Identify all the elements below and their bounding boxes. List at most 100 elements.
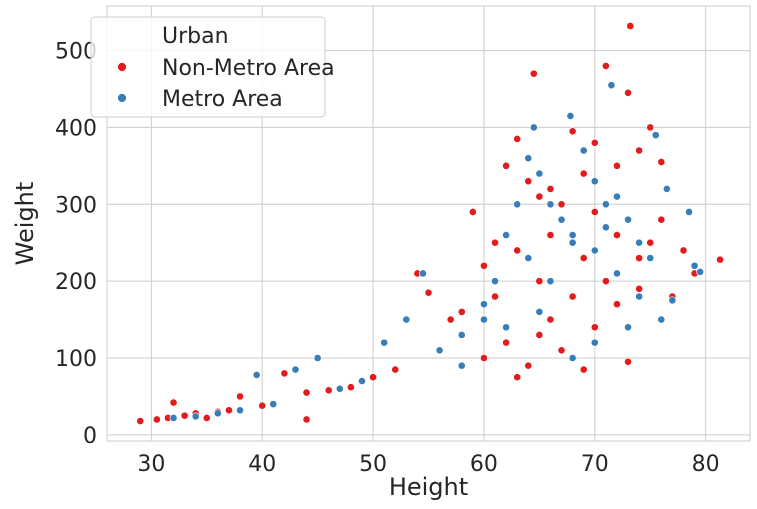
point-non-metro [568,292,577,301]
point-metro [169,414,178,422]
point-metro [457,331,466,339]
point-non-metro [557,200,566,209]
point-metro [635,292,644,301]
point-non-metro [369,373,377,382]
point-metro [613,269,621,278]
point-non-metro [202,414,211,422]
point-metro [568,354,577,362]
point-metro [213,409,222,418]
point-metro [601,200,610,209]
point-non-metro [590,208,599,216]
point-non-metro [646,238,655,247]
point-metro [402,315,411,324]
point-metro [646,254,655,262]
plot-frame [106,5,751,442]
legend: Urban Non-Metro Area Metro Area [90,16,335,118]
point-metro [546,200,555,209]
point-metro [358,377,366,385]
point-non-metro [169,398,178,407]
point-non-metro [601,277,610,286]
point-non-metro [513,373,522,382]
point-non-metro [626,22,635,30]
point-non-metro [258,401,267,410]
point-metro [529,123,538,132]
point-metro [568,238,577,247]
point-metro [685,208,693,216]
point-non-metro [657,158,666,166]
point-non-metro [346,383,355,392]
x-tick-label: 60 [470,452,498,477]
point-metro [313,354,322,362]
point-metro [590,177,599,186]
point-non-metro [480,261,488,270]
point-metro [613,192,621,201]
point-non-metro [613,161,621,170]
point-metro [657,315,666,324]
y-tick-label: 300 [55,193,97,218]
x-tick-label: 40 [248,452,276,477]
data-points [136,22,724,425]
point-metro [491,277,499,286]
point-metro [291,365,300,374]
point-non-metro [613,231,621,239]
legend-label-non-metro: Non-Metro Area [162,56,335,81]
point-non-metro [180,411,189,420]
point-non-metro [152,415,161,424]
point-non-metro [513,135,522,143]
point-non-metro [302,388,311,397]
x-tick-label: 50 [359,452,387,477]
point-non-metro [324,386,333,395]
point-metro [535,307,544,316]
point-metro [546,277,555,286]
point-metro [269,400,278,409]
x-tick-label: 30 [137,452,165,477]
point-non-metro [302,415,311,424]
point-metro [579,146,588,155]
y-tick-label: 100 [55,347,97,372]
point-metro [696,268,705,276]
x-axis-label: Height [389,473,468,501]
point-non-metro [613,300,621,309]
point-non-metro [513,246,522,255]
y-tick-label: 400 [55,116,97,141]
point-non-metro [480,354,488,362]
y-axis-label: Weight [11,182,39,266]
point-metro [435,346,444,355]
point-non-metro [446,315,455,324]
point-metro [557,215,566,224]
x-axis-ticks: 30 40 50 60 70 80 [137,452,719,477]
y-tick-label: 200 [55,270,97,295]
legend-title: Urban [162,24,229,49]
point-non-metro [491,292,499,301]
point-metro [502,231,511,239]
y-tick-label: 0 [83,424,97,449]
point-non-metro [468,208,477,216]
point-metro [568,231,577,239]
point-metro [457,361,466,370]
point-non-metro [635,254,644,262]
point-non-metro [535,331,544,339]
point-non-metro [546,185,555,193]
point-metro [524,154,533,163]
point-non-metro [635,284,644,293]
point-non-metro [568,127,577,136]
point-non-metro [624,88,632,97]
point-non-metro [535,192,544,201]
point-non-metro [524,361,533,370]
point-non-metro [657,215,666,224]
y-tick-label: 500 [55,40,97,65]
point-non-metro [546,315,555,324]
x-tick-label: 80 [692,452,720,477]
legend-box [90,16,326,118]
point-non-metro [236,392,244,401]
point-metro [624,215,632,224]
point-non-metro [601,62,610,70]
point-metro [380,338,389,347]
point-metro [535,169,544,178]
point-metro [524,254,533,262]
point-non-metro [579,169,588,178]
point-metro [419,269,427,278]
point-non-metro [679,246,688,255]
